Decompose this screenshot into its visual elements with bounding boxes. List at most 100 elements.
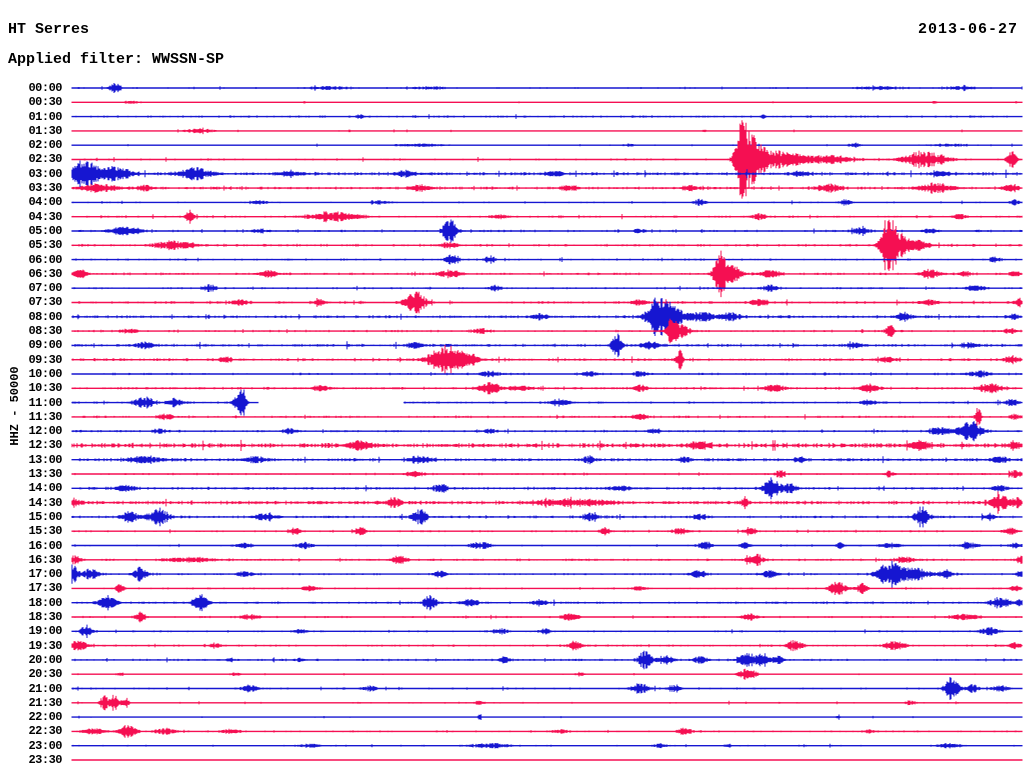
time-label: 00:00 — [28, 81, 62, 95]
trace-row-1330 — [71, 470, 1023, 478]
time-label: 14:30 — [28, 495, 62, 510]
trace-row-0830 — [71, 318, 1023, 344]
time-label: 16:00 — [28, 538, 62, 553]
trace-row-2300 — [71, 743, 1023, 749]
time-label: 12:00 — [28, 424, 62, 439]
time-label: 16:30 — [28, 552, 62, 567]
trace-row-1830 — [71, 611, 1023, 623]
time-label: 04:30 — [28, 209, 62, 224]
time-label: 02:30 — [28, 152, 62, 167]
trace-row-0300 — [71, 160, 1023, 187]
time-label: 12:30 — [28, 438, 62, 453]
time-label: 14:00 — [28, 481, 62, 496]
trace-row-0100 — [71, 114, 1023, 119]
trace-row-1200 — [71, 421, 1023, 442]
trace-row-1730 — [71, 581, 1023, 595]
trace-row-2330 — [71, 759, 1023, 761]
time-label: 07:30 — [28, 295, 62, 310]
time-label: 08:00 — [28, 309, 62, 324]
trace-row-0000 — [71, 83, 1023, 93]
trace-row-2000 — [71, 650, 1023, 670]
trace-row-1900 — [71, 624, 1023, 638]
trace-row-0430 — [71, 209, 1023, 224]
time-label: 18:30 — [28, 610, 62, 625]
trace-row-1500 — [71, 506, 1023, 528]
time-axis: 00:00 00:30 01:00 01:30 02:00 02:30 03:00 03:30… — [0, 0, 62, 780]
trace-row-2230 — [71, 725, 1023, 738]
time-label: 05:00 — [28, 223, 62, 238]
time-label: 20:00 — [28, 652, 62, 667]
time-label: 19:30 — [28, 638, 62, 653]
time-label: 22:00 — [28, 710, 62, 725]
time-label: 09:00 — [28, 338, 62, 353]
trace-row-1300 — [71, 455, 1023, 465]
filter-label: Applied filter: WWSSN-SP — [8, 51, 225, 68]
trace-row-1230 — [71, 439, 1023, 451]
time-label: 08:30 — [28, 324, 62, 339]
time-label: 05:30 — [28, 238, 62, 253]
time-label: 03:30 — [28, 181, 62, 196]
station-title: HT Serres — [8, 21, 90, 38]
trace-row-1430 — [71, 491, 1023, 514]
trace-row-1530 — [71, 527, 1023, 536]
trace-row-0500 — [71, 219, 1023, 243]
trace-row-2130 — [71, 694, 1023, 711]
trace-row-0900 — [71, 333, 1023, 358]
time-label: 01:00 — [28, 109, 62, 124]
trace-row-1130 — [71, 408, 1023, 426]
time-label: 20:30 — [28, 667, 62, 682]
trace-row-1800 — [71, 594, 1023, 612]
trace-row-1000 — [71, 370, 1023, 378]
time-label: 22:30 — [28, 724, 62, 739]
time-label: 11:00 — [28, 395, 62, 410]
trace-row-0030 — [71, 100, 1023, 104]
time-label: 07:00 — [28, 281, 62, 296]
time-label: 23:30 — [28, 753, 62, 767]
time-label: 18:00 — [28, 595, 62, 610]
trace-row-1630 — [71, 553, 1023, 566]
time-label: 09:30 — [28, 352, 62, 367]
trace-row-2200 — [71, 714, 1023, 720]
trace-row-2030 — [71, 668, 1023, 680]
trace-row-0530 — [71, 219, 1023, 271]
time-label: 23:00 — [28, 738, 62, 753]
time-label: 13:30 — [28, 467, 62, 482]
time-label: 06:00 — [28, 252, 62, 267]
time-label: 06:30 — [28, 266, 62, 281]
trace-row-2100 — [71, 677, 1023, 700]
time-label: 15:00 — [28, 509, 62, 524]
trace-row-0730 — [71, 291, 1023, 314]
time-label: 10:00 — [28, 366, 62, 381]
time-label: 02:00 — [28, 138, 62, 153]
trace-row-0400 — [71, 198, 1023, 206]
trace-row-1100 — [71, 389, 1023, 416]
time-label: 00:30 — [28, 95, 62, 110]
trace-row-1400 — [71, 477, 1023, 500]
trace-row-0130 — [71, 127, 1023, 135]
trace-row-1930 — [71, 640, 1023, 652]
trace-row-0800 — [71, 297, 1023, 336]
time-label: 04:00 — [28, 195, 62, 210]
time-label: 13:00 — [28, 452, 62, 467]
trace-row-0600 — [71, 254, 1023, 265]
trace-row-1030 — [71, 382, 1023, 395]
time-label: 17:30 — [28, 581, 62, 596]
time-label: 21:30 — [28, 695, 62, 710]
trace-row-1700 — [71, 560, 1023, 588]
time-label: 15:30 — [28, 524, 62, 539]
trace-row-0700 — [71, 284, 1023, 292]
trace-row-0230 — [71, 120, 1023, 199]
time-label: 01:30 — [28, 123, 62, 138]
trace-row-0930 — [71, 345, 1023, 375]
time-label: 03:00 — [28, 166, 62, 181]
trace-row-0330 — [71, 182, 1023, 194]
time-label: 17:00 — [28, 567, 62, 582]
time-label: 21:00 — [28, 681, 62, 696]
date-label: 2013-06-27 — [917, 21, 1018, 38]
time-label: 11:30 — [28, 409, 62, 424]
trace-row-0200 — [71, 142, 1023, 148]
time-label: 10:30 — [28, 381, 62, 396]
trace-row-0630 — [71, 250, 1023, 298]
